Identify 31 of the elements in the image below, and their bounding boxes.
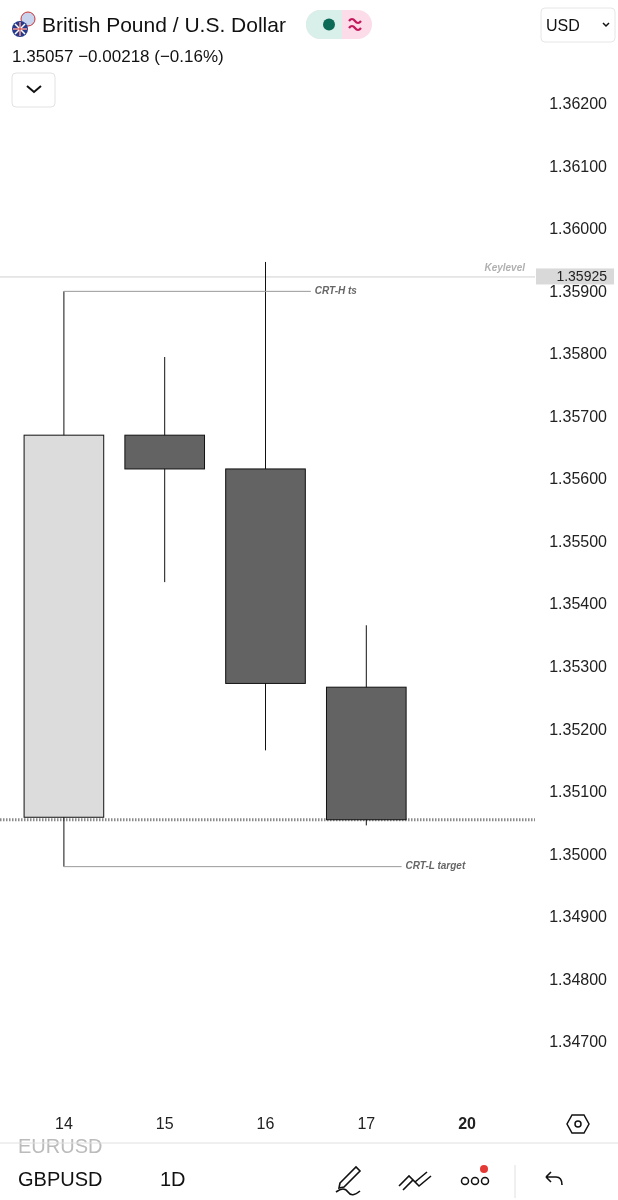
y-tick-label: 1.35400 (549, 595, 608, 613)
y-tick-label: 1.35600 (549, 470, 608, 488)
y-tick-label: 1.35800 (549, 345, 608, 363)
x-tick-label: 16 (256, 1115, 275, 1132)
y-tick-label: 1.35300 (549, 658, 608, 676)
x-tick-label: 20 (458, 1115, 477, 1132)
chart-subtitle: 1.35057 −0.00218 (−0.16%) (12, 47, 224, 66)
y-tick-label: 1.36100 (549, 157, 608, 175)
y-tick-label: 1.35925 (556, 267, 608, 284)
y-tick-label: 1.34800 (549, 970, 608, 988)
y-tick-label: 1.36000 (549, 220, 608, 238)
y-tick-label: 1.35500 (549, 532, 608, 550)
y-tick-label: 1.34700 (549, 1033, 608, 1051)
x-tick-label: 15 (155, 1115, 174, 1132)
y-tick-label: 1.36200 (549, 95, 608, 113)
x-tick-label: 14 (55, 1115, 73, 1132)
annotation: CRT-L target (405, 860, 466, 872)
y-tick-label: 1.35700 (549, 407, 608, 425)
annotation: CRT-H ts (314, 284, 358, 296)
x-tick-label: 17 (357, 1115, 376, 1132)
text: EURUSD (18, 1135, 103, 1157)
y-tick-label: 1.34900 (549, 908, 608, 926)
y-tick-label: 1.35100 (549, 783, 608, 801)
text: GBPUSD (18, 1168, 103, 1190)
chart-title: British Pound / U.S. Dollar (42, 13, 286, 36)
text: 1D (160, 1168, 186, 1190)
text: USD (546, 17, 580, 34)
y-tick-label: 1.35000 (549, 845, 608, 863)
y-tick-label: 1.35200 (549, 720, 608, 738)
ref-line-label: Keylevel (484, 261, 526, 273)
y-tick-label: 1.35900 (549, 282, 608, 300)
